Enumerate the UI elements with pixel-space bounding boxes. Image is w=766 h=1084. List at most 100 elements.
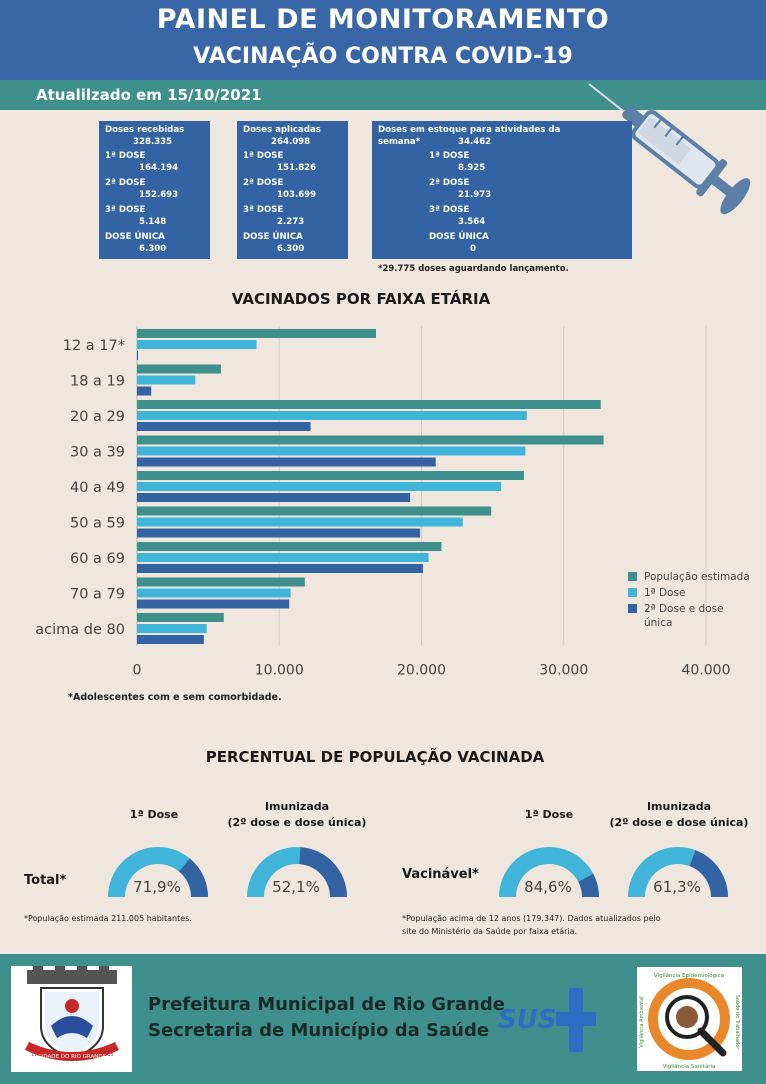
legend-label: única [644,617,672,629]
y-category-label: 18 a 19 [70,373,125,389]
vac-imun-header-sub: (2º dose e dose única) [609,816,749,829]
footer-org-text: Prefeitura Municipal de Rio Grande Secre… [148,992,505,1044]
bar-population [137,329,376,338]
x-tick-label: 0 [133,663,142,679]
legend-swatch [628,572,637,581]
header-banner [0,0,766,80]
crest-year-right: 1835 [101,1052,114,1058]
gauge-vac-imun-value: 61,3% [653,878,701,896]
total-row-label: Total* [24,873,67,888]
x-tick-label: 20.000 [397,663,446,679]
doses-stock-box: Doses em estoque para atividades da sema… [372,121,632,259]
y-category-label: 50 a 59 [70,515,125,531]
box-value: 152.693 [139,190,179,200]
vigilancia-icon: Vigilância Epidemiológica Vigilância Amb… [638,972,741,1070]
bar-dose1 [137,340,257,349]
box-value: 6.300 [277,244,305,254]
box-label: 3ª DOSE [105,205,146,215]
gauge-total-imun-value: 52,1% [272,878,320,896]
vac-imun-header: Imunizada [646,800,712,813]
x-tick-label: 30.000 [539,663,588,679]
box-label: 2ª DOSE [105,178,146,188]
box-label: 3ª DOSE [243,205,284,215]
bar-dose2 [137,599,290,609]
box-title: Doses aplicadas [243,125,321,135]
legend-label: 1ª Dose [644,587,685,599]
box-total: 34.462 [458,137,492,147]
box-label: 1ª DOSE [243,151,284,161]
page-title: PAINEL DE MONITORAMENTO [156,4,610,35]
gauge-total-imun [247,847,347,897]
gauge-rest-arc [689,850,728,897]
legend-label: 2ª Dose e dose [644,603,724,615]
y-category-label: 40 a 49 [70,480,125,496]
y-category-label: 30 a 39 [70,444,125,460]
crest-text: CIDADE DO RIO GRANDE [38,1054,107,1060]
vig-text-a: Vigilância Epidemiológica [654,972,724,979]
gauge-rest-arc [578,873,599,897]
age-chart-title: VACINADOS POR FAIXA ETÁRIA [231,290,491,308]
bar-dose1 [137,553,429,562]
x-tick-label: 40.000 [682,663,731,679]
y-category-label: 12 a 17* [63,338,125,354]
updated-bar [0,80,766,110]
box-value: 151.826 [277,163,317,173]
box-value: 103.699 [277,190,317,200]
crest-icon: CIDADE DO RIO GRANDE 1737 1835 [25,966,119,1061]
footer-line2: Secretaria de Município da Saúde [148,1020,490,1041]
legend-swatch [628,588,637,597]
vig-text-c: Vigilância Sanitária [663,1063,716,1070]
total-dose1-header: 1ª Dose [129,808,179,821]
box-total: 264.098 [271,137,311,147]
box-label: 2ª DOSE [243,178,284,188]
bar-dose1 [137,375,196,385]
age-bar-chart: 0 10.000 20.000 30.000 40.000 12 a 17* 18 a 19… [35,326,750,679]
box-title: Doses recebidas [105,125,185,135]
bar-dose2 [137,351,138,360]
stock-note: *29.775 doses aguardando lançamento. [378,264,569,274]
bar-population [137,400,601,409]
y-category-label: 60 a 69 [70,551,125,567]
vac-note-line2: site do Ministério da Saúde por faixa et… [402,927,578,936]
bar-population [137,364,221,374]
bar-population [137,542,442,551]
gauge-rest-arc [178,858,208,897]
gauge-total-dose1 [108,847,208,897]
vac-note-line1: *População acima de 12 anos (179.347). D… [402,914,661,923]
bar-dose2 [137,493,411,502]
gauge-fill-arc [499,847,594,897]
crest-year-left: 1737 [31,1052,44,1058]
gauge-fill-arc [108,847,190,897]
total-imun-header-sub: (2º dose e dose única) [227,816,367,829]
doses-received-box: Doses recebidas 328.335 1ª DOSE 164.194 … [99,121,210,259]
bar-population [137,435,604,445]
bar-dose1 [137,446,526,456]
bar-dose2 [137,564,423,573]
box-value: 21.973 [458,190,492,200]
box-label: 1ª DOSE [105,151,146,161]
box-label: 2ª DOSE [429,178,470,188]
box-label: DOSE ÚNICA [105,232,165,242]
y-category-label: 70 a 79 [70,586,125,602]
bar-dose2 [137,457,436,467]
vigilancia-logo: Vigilância Epidemiológica Vigilância Amb… [637,967,742,1071]
bar-dose2 [137,386,152,396]
gauge-vac-dose1 [499,847,599,897]
pct-section-title: PERCENTUAL DE POPULAÇÃO VACINADA [205,748,545,766]
footer-line1: Prefeitura Municipal de Rio Grande [148,994,505,1015]
box-label: DOSE ÚNICA [243,232,303,242]
box-value: 2.273 [277,217,305,227]
box-total: 328.335 [133,137,173,147]
gauge-fill-arc [247,847,301,897]
bar-population [137,577,305,587]
y-category-label: 20 a 29 [70,409,125,425]
legend-label: População estimada [644,571,750,583]
bar-dose1 [137,624,207,633]
box-label: DOSE ÚNICA [429,232,489,242]
sus-logo-text: SUS [498,1005,557,1035]
syringe-icon [588,83,751,215]
bar-dose2 [137,422,311,431]
bar-population [137,471,524,480]
box-value: 6.300 [139,244,167,254]
updated-date: Atualilzado em 15/10/2021 [36,86,262,104]
